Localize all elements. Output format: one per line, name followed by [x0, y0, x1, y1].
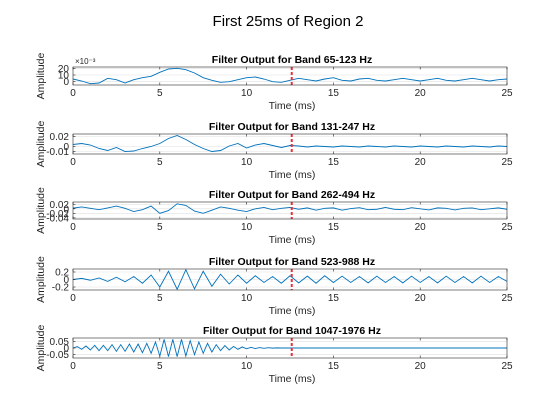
x-tick-label: 15 [328, 88, 340, 99]
axes-frame [72, 66, 508, 86]
y-axis-label: Amplitude [35, 256, 47, 303]
x-tick-label: 5 [157, 293, 163, 304]
x-axis-label: Time (ms) [269, 305, 316, 317]
x-tick-label: 15 [328, 293, 340, 304]
y-tick-label: 0 [63, 204, 69, 215]
y-tick-label: -0.01 [46, 147, 69, 158]
x-tick-label: 25 [501, 88, 513, 99]
y-tick-label: 0.02 [50, 200, 70, 211]
x-tick-label: 0 [70, 361, 76, 372]
y-tick-label: -0.05 [46, 350, 69, 361]
y-axis-label: Amplitude [35, 187, 47, 234]
x-tick-label: 25 [501, 157, 513, 168]
axes-background [73, 67, 507, 85]
x-tick-label: 20 [415, 361, 427, 372]
x-tick-label: 10 [241, 88, 253, 99]
x-tick-label: 0 [70, 88, 76, 99]
y-axis-label: Amplitude [35, 121, 47, 168]
series-line [72, 268, 508, 291]
x-tick-label: 15 [328, 361, 340, 372]
x-tick-label: 25 [501, 361, 513, 372]
x-tick-label: 10 [241, 157, 253, 168]
axes-background [73, 202, 507, 219]
x-tick-label: 20 [415, 157, 427, 168]
panel-3: 0 5 10 15 20 25 0.020-0.02-0.04 Filter Output f… [35, 187, 513, 246]
y-tick-label: 20 [58, 64, 70, 75]
y-tick-label: -0.04 [46, 213, 69, 224]
x-tick-label: 0 [70, 293, 76, 304]
x-tick-label: 0 [70, 222, 76, 233]
y-tick-label: -0.02 [46, 209, 69, 220]
x-tick-label: 15 [328, 222, 340, 233]
y-tick-label: 10 [58, 71, 70, 82]
series-line [72, 339, 507, 358]
x-axis-label: Time (ms) [269, 373, 316, 385]
x-tick-label: 10 [241, 293, 253, 304]
x-tick-label: 10 [241, 222, 253, 233]
axes-frame [72, 201, 508, 220]
x-tick-label: 20 [415, 293, 427, 304]
x-tick-label: 0 [70, 157, 76, 168]
y-tick-label: 0 [63, 275, 69, 286]
x-axis-label: Time (ms) [269, 234, 316, 246]
y-tick-label: 0 [63, 77, 69, 88]
panel-title: Filter Output for Band 523-988 Hz [209, 256, 375, 268]
y-exponent-label: ×10⁻³ [75, 57, 96, 66]
x-axis-label: Time (ms) [269, 100, 316, 112]
x-tick-label: 25 [501, 222, 513, 233]
x-tick-label: 5 [157, 361, 163, 372]
y-tick-label: 0.05 [50, 337, 70, 348]
figure-title: First 25ms of Region 2 [213, 13, 364, 30]
series-line [72, 67, 508, 85]
panel-title: Filter Output for Band 131-247 Hz [209, 121, 375, 133]
y-tick-label: 0 [63, 344, 69, 355]
x-tick-label: 25 [501, 293, 513, 304]
y-tick-label: -0.2 [52, 283, 70, 294]
x-tick-label: 5 [157, 222, 163, 233]
x-tick-label: 5 [157, 157, 163, 168]
y-axis-label: Amplitude [35, 325, 47, 372]
y-tick-label: 0 [63, 142, 69, 153]
x-tick-label: 20 [415, 222, 427, 233]
y-axis-label: Amplitude [35, 53, 47, 100]
y-tick-label: 0.02 [50, 132, 70, 143]
panel-title: Filter Output for Band 1047-1976 Hz [203, 325, 381, 337]
axes-background [73, 134, 507, 154]
series-line [72, 135, 508, 152]
panel-title: Filter Output for Band 65-123 Hz [212, 54, 372, 66]
x-tick-label: 20 [415, 88, 427, 99]
axes-frame [72, 133, 508, 155]
panel-title: Filter Output for Band 262-494 Hz [209, 189, 375, 201]
x-axis-label: Time (ms) [269, 169, 316, 181]
x-tick-label: 15 [328, 157, 340, 168]
x-tick-label: 10 [241, 361, 253, 372]
x-tick-label: 5 [157, 88, 163, 99]
series-line [72, 203, 508, 214]
y-tick-label: 0.2 [55, 268, 69, 279]
